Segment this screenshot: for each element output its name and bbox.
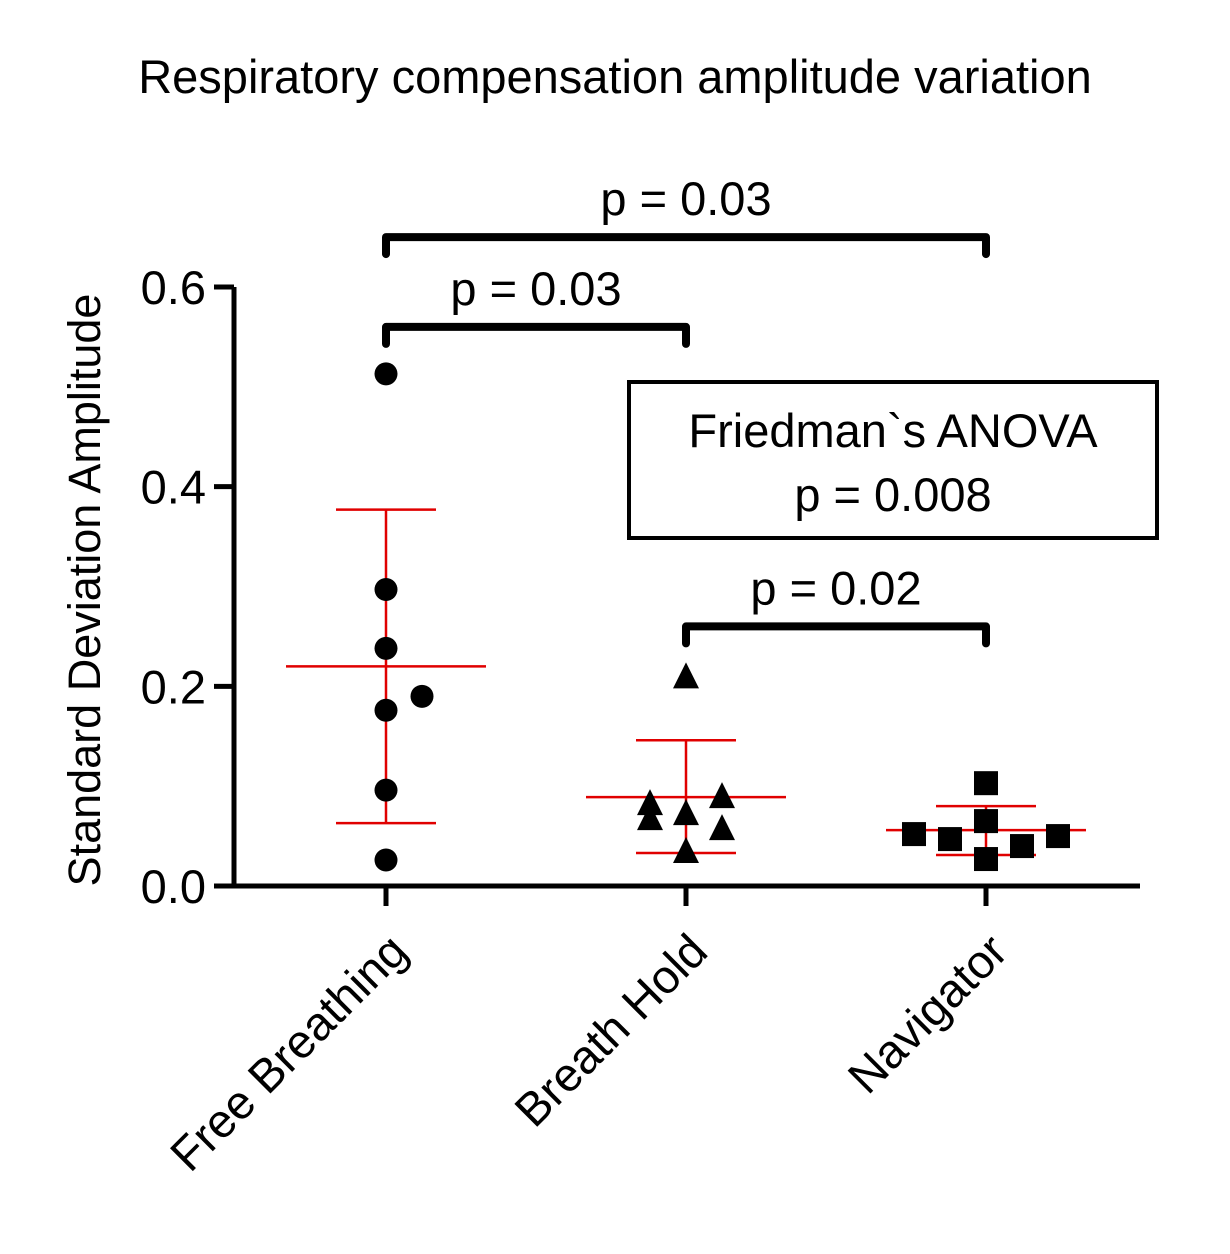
point-circle: [374, 778, 398, 802]
point-triangle: [673, 662, 699, 689]
point-square: [902, 822, 926, 847]
point-circle: [374, 577, 398, 601]
point-square: [1046, 824, 1070, 849]
y-tick-label: 0.0: [141, 860, 206, 913]
point-circle: [374, 636, 398, 660]
point-triangle: [637, 789, 663, 816]
y-tick-label: 0.2: [141, 660, 206, 713]
point-square: [974, 809, 998, 834]
y-axis-label: Standard Deviation Amplitude: [59, 294, 110, 887]
point-triangle: [709, 782, 735, 809]
y-tick-label: 0.6: [141, 261, 206, 314]
x-tick-label: Free Breathing: [160, 924, 417, 1181]
chart-title: Respiratory compensation amplitude varia…: [138, 50, 1092, 103]
comparison-label: p = 0.03: [600, 172, 771, 225]
point-circle: [374, 698, 398, 722]
y-tick-label: 0.4: [141, 461, 206, 514]
annotation-frame: [627, 380, 1159, 540]
point-square: [1010, 834, 1034, 859]
point-circle: [374, 848, 398, 872]
comparison-bracket: [382, 322, 690, 348]
axes: 0.0 0.2 0.4 0.6 Free Breathing Breath Hold Nav…: [141, 261, 1140, 1181]
comparison-label: p = 0.02: [750, 561, 921, 614]
point-triangle: [637, 804, 663, 831]
point-square: [974, 771, 998, 796]
point-triangle: [673, 837, 699, 864]
point-circle: [374, 362, 398, 386]
annotation-box: Friedman`s ANOVA p = 0.008: [627, 380, 1159, 540]
point-triangle: [673, 799, 699, 826]
comparison-label: p = 0.03: [450, 262, 621, 315]
point-circle: [410, 684, 434, 708]
point-square: [938, 827, 962, 852]
data-points: [374, 362, 1070, 872]
point-square: [974, 847, 998, 872]
x-tick-label: Breath Hold: [504, 924, 717, 1137]
point-triangle: [709, 814, 735, 841]
annotation-line1: Friedman`s ANOVA: [688, 404, 1098, 457]
comparison-bracket: [382, 233, 990, 259]
x-tick-label: Navigator: [837, 924, 1017, 1104]
annotation-line2: p = 0.008: [794, 468, 991, 521]
comparison-bracket: [682, 622, 990, 648]
comparison-brackets: p = 0.03 p = 0.03 p = 0.02: [382, 172, 990, 648]
